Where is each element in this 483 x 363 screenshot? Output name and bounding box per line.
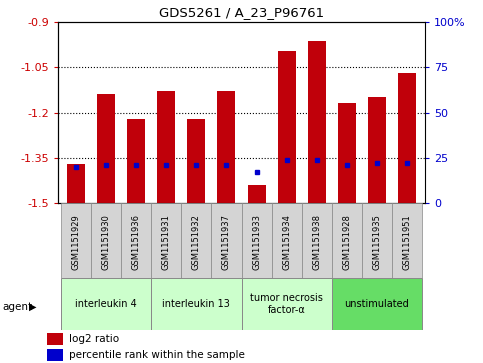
Text: GSM1151951: GSM1151951 [402, 215, 412, 270]
Bar [338, 103, 356, 203]
Bar [302, 203, 332, 278]
Bar [91, 203, 121, 278]
Bar [247, 185, 266, 203]
Bar [217, 91, 236, 203]
Title: GDS5261 / A_23_P96761: GDS5261 / A_23_P96761 [159, 6, 324, 19]
Bar [308, 41, 326, 203]
Bar [61, 203, 91, 278]
Bar [157, 91, 175, 203]
Bar [47, 349, 63, 362]
Bar [398, 73, 416, 203]
Bar [242, 203, 271, 278]
Bar [242, 278, 332, 330]
Text: ▶: ▶ [29, 302, 37, 312]
Text: tumor necrosis
factor-α: tumor necrosis factor-α [250, 293, 323, 315]
Text: log2 ratio: log2 ratio [69, 334, 119, 344]
Text: GSM1151929: GSM1151929 [71, 215, 81, 270]
Text: GSM1151933: GSM1151933 [252, 215, 261, 270]
Text: GSM1151931: GSM1151931 [162, 215, 171, 270]
Bar [67, 164, 85, 203]
Text: GSM1151936: GSM1151936 [132, 215, 141, 270]
Text: interleukin 13: interleukin 13 [162, 299, 230, 309]
Text: GSM1151937: GSM1151937 [222, 215, 231, 270]
Bar [151, 203, 181, 278]
Bar [97, 94, 115, 203]
Text: unstimulated: unstimulated [344, 299, 409, 309]
Bar [121, 203, 151, 278]
Text: percentile rank within the sample: percentile rank within the sample [69, 350, 245, 360]
Text: GSM1151934: GSM1151934 [282, 215, 291, 270]
Bar [278, 50, 296, 203]
Bar [362, 203, 392, 278]
Text: GSM1151935: GSM1151935 [372, 215, 382, 270]
Bar [332, 278, 422, 330]
Text: GSM1151928: GSM1151928 [342, 215, 351, 270]
Bar [392, 203, 422, 278]
Bar [181, 203, 212, 278]
Text: agent: agent [2, 302, 32, 312]
Text: GSM1151938: GSM1151938 [312, 215, 321, 270]
Text: GSM1151930: GSM1151930 [101, 215, 111, 270]
Text: GSM1151932: GSM1151932 [192, 215, 201, 270]
Bar [151, 278, 242, 330]
Bar [61, 278, 151, 330]
Bar [212, 203, 242, 278]
Bar [271, 203, 302, 278]
Bar [368, 97, 386, 203]
Bar [187, 119, 205, 203]
Bar [47, 333, 63, 345]
Text: interleukin 4: interleukin 4 [75, 299, 137, 309]
Bar [332, 203, 362, 278]
Bar [127, 119, 145, 203]
